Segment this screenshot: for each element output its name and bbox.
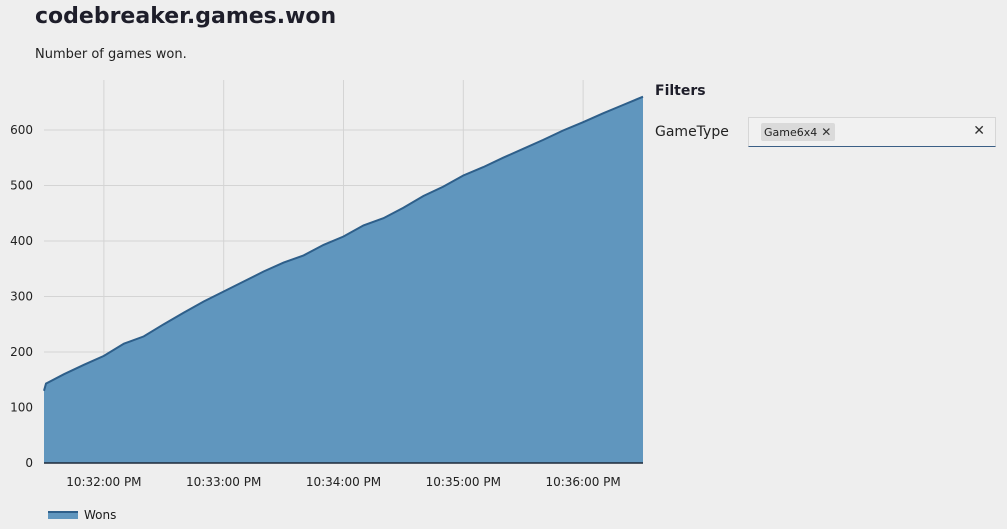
x-tick-label: 10:35:00 PM (426, 475, 501, 489)
close-icon[interactable]: ✕ (973, 123, 985, 139)
area-chart: 10:32:00 PM 10:33:00 PM 10:34:00 PM 10:35:0… (10, 80, 644, 489)
y-tick-label: 200 (10, 345, 33, 359)
y-tick-label: 600 (10, 123, 33, 137)
filter-chip-label: Game6x4 (764, 125, 818, 139)
y-tick-label: 500 (10, 178, 33, 192)
gametype-filter-input[interactable]: Game6x4 ✕ ✕ (748, 117, 996, 147)
x-tick-label: 10:32:00 PM (66, 475, 141, 489)
filter-chip-game6x4: Game6x4 ✕ (761, 123, 836, 141)
legend-swatch-wons (48, 511, 78, 519)
x-tick-label: 10:36:00 PM (545, 475, 620, 489)
filters-heading: Filters (655, 83, 706, 99)
close-icon[interactable]: ✕ (821, 125, 832, 139)
metric-title: codebreaker.games.won (35, 4, 337, 29)
gametype-filter-label: GameType (655, 124, 729, 140)
x-tick-label: 10:33:00 PM (186, 475, 261, 489)
y-tick-label: 100 (10, 400, 33, 414)
y-tick-label: 300 (10, 289, 33, 303)
y-tick-label: 0 (25, 456, 33, 470)
series-line-wons (43, 95, 644, 392)
series-area-wons (44, 96, 643, 463)
chart-legend: Wons (48, 508, 116, 522)
y-tick-label: 400 (10, 234, 33, 248)
legend-label-wons: Wons (84, 508, 117, 522)
metric-description: Number of games won. (35, 47, 187, 62)
x-tick-label: 10:34:00 PM (306, 475, 381, 489)
